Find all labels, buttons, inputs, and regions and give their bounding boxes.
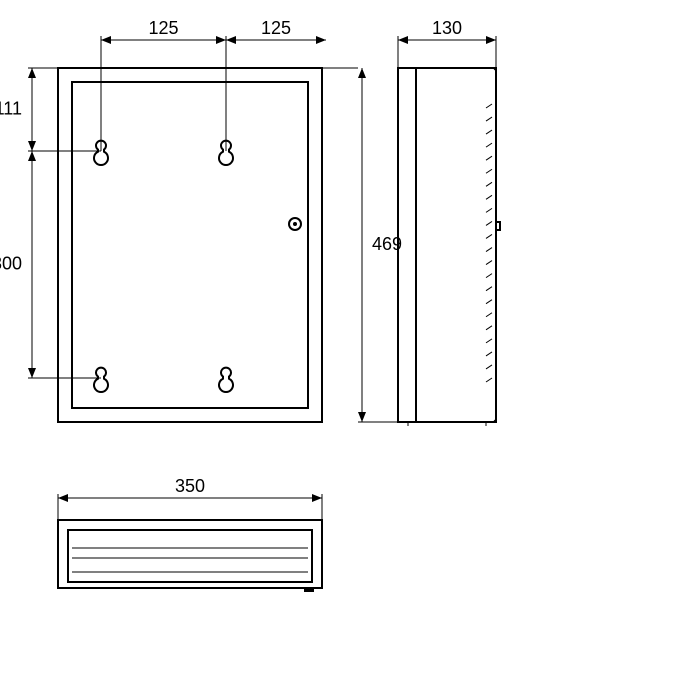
svg-text:469: 469 xyxy=(372,234,402,254)
svg-text:350: 350 xyxy=(175,476,205,496)
svg-text:130: 130 xyxy=(432,18,462,38)
svg-text:125: 125 xyxy=(261,18,291,38)
svg-text:125: 125 xyxy=(148,18,178,38)
svg-text:111: 111 xyxy=(0,99,22,119)
svg-text:300: 300 xyxy=(0,254,22,274)
